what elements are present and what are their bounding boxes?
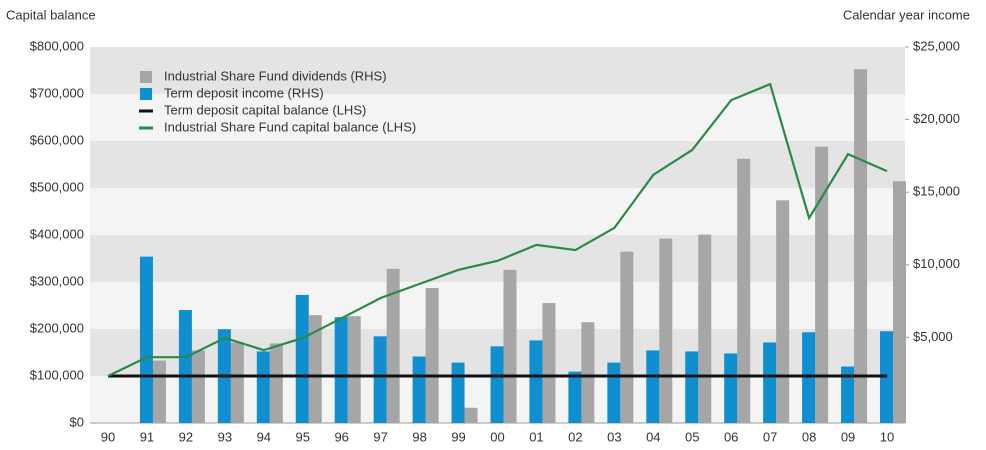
bar — [386, 268, 400, 423]
bar — [178, 310, 192, 423]
bar — [269, 343, 283, 423]
x-tick-label: 95 — [296, 429, 310, 444]
y-tick-label: $300,000 — [30, 273, 84, 288]
x-tick-label: 04 — [646, 429, 660, 444]
y2-tick-label: $20,000 — [913, 111, 960, 126]
bar — [295, 294, 309, 423]
x-tick-label: 10 — [880, 429, 894, 444]
y-tick-label: $600,000 — [30, 132, 84, 147]
grid-band — [90, 47, 905, 94]
bar — [256, 351, 270, 423]
legend-label: Term deposit capital balance (LHS) — [164, 102, 366, 117]
grid-band — [90, 94, 905, 141]
bar — [841, 366, 855, 423]
bar — [685, 351, 699, 423]
bar — [893, 181, 906, 423]
bar — [308, 315, 322, 423]
y-tick-label: $700,000 — [30, 85, 84, 100]
legend-label: Industrial Share Fund dividends (RHS) — [164, 68, 387, 83]
bar — [191, 350, 205, 423]
bar — [152, 360, 166, 423]
legend-swatch — [140, 88, 152, 100]
x-tick-label: 91 — [140, 429, 154, 444]
bar — [230, 342, 244, 423]
legend-label: Term deposit income (RHS) — [164, 85, 324, 100]
x-tick-label: 01 — [529, 429, 543, 444]
y2-tick-label: $15,000 — [913, 184, 960, 199]
y2-tick-label: $25,000 — [913, 38, 960, 53]
x-tick-label: 90 — [101, 429, 115, 444]
bar — [737, 158, 751, 423]
y2-axis-label: Calendar year income — [843, 7, 970, 22]
bar — [503, 269, 517, 423]
bar — [568, 371, 582, 423]
x-tick-label: 97 — [373, 429, 387, 444]
x-tick-label: 93 — [218, 429, 232, 444]
x-tick-label: 07 — [763, 429, 777, 444]
y-tick-label: $800,000 — [30, 38, 84, 53]
x-tick-label: 06 — [724, 429, 738, 444]
bar — [698, 234, 712, 423]
x-tick-label: 99 — [451, 429, 465, 444]
bar — [347, 316, 361, 423]
grid-band — [90, 141, 905, 188]
bar — [334, 317, 348, 423]
bar — [802, 332, 816, 423]
bar — [646, 350, 660, 423]
y-tick-label: $500,000 — [30, 179, 84, 194]
x-tick-label: 03 — [607, 429, 621, 444]
y2-tick-label: $5,000 — [913, 329, 953, 344]
legend-swatch — [140, 71, 152, 83]
bar — [529, 340, 543, 423]
bar — [659, 238, 673, 423]
x-tick-label: 96 — [334, 429, 348, 444]
bar — [373, 336, 387, 423]
grid-band — [90, 188, 905, 235]
bar — [620, 251, 634, 423]
bar — [581, 322, 595, 423]
bar — [724, 353, 738, 423]
x-tick-label: 05 — [685, 429, 699, 444]
y-tick-label: $400,000 — [30, 226, 84, 241]
y-axis-label: Capital balance — [6, 7, 96, 22]
x-tick-label: 08 — [802, 429, 816, 444]
x-tick-label: 02 — [568, 429, 582, 444]
bar — [490, 346, 504, 423]
bar — [815, 146, 829, 423]
grid-band — [90, 282, 905, 329]
bar — [607, 362, 621, 423]
bar — [425, 287, 439, 423]
bar — [464, 407, 478, 423]
y2-tick-label: $10,000 — [913, 256, 960, 271]
x-tick-label: 00 — [490, 429, 504, 444]
grid-band — [90, 235, 905, 282]
line — [107, 82, 888, 377]
x-tick-label: 94 — [257, 429, 271, 444]
x-tick-label: 09 — [841, 429, 855, 444]
bar — [451, 362, 465, 423]
y-tick-label: $100,000 — [30, 367, 84, 382]
x-tick-label: 98 — [412, 429, 426, 444]
bar — [763, 342, 777, 423]
x-tick-label: 92 — [179, 429, 193, 444]
legend-label: Industrial Share Fund capital balance (L… — [164, 119, 416, 134]
y-tick-label: $0 — [70, 414, 84, 429]
bar — [776, 200, 790, 423]
y-tick-label: $200,000 — [30, 320, 84, 335]
bar — [139, 256, 153, 423]
bar — [542, 303, 556, 423]
bar — [412, 356, 426, 423]
bar — [854, 69, 868, 424]
